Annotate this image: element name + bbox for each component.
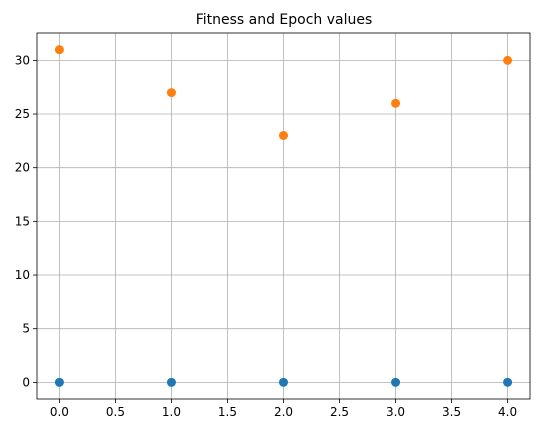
x-tick-label: 1.0 (162, 405, 181, 419)
x-tick-label: 3.0 (386, 405, 405, 419)
x-tick-label: 0.5 (106, 405, 125, 419)
x-tick-label: 2.0 (274, 405, 293, 419)
y-tick-label: 30 (15, 53, 30, 67)
y-tick-label: 10 (15, 268, 30, 282)
grid (37, 33, 530, 399)
x-tick-label: 4.0 (498, 405, 517, 419)
series-2-point (279, 131, 288, 140)
series-2-point (391, 99, 400, 108)
x-axis: 0.0 0.5 1.0 1.5 2.0 2.5 3.0 3.5 4.0 (50, 399, 517, 419)
y-tick-label: 25 (15, 107, 30, 121)
chart-title: Fitness and Epoch values (196, 12, 373, 28)
series-2-point (503, 56, 512, 65)
series-1-point (167, 378, 176, 387)
y-tick-label: 20 (15, 161, 30, 175)
x-tick-label: 1.5 (218, 405, 237, 419)
x-tick-label: 0.0 (50, 405, 69, 419)
y-tick-label: 0 (22, 375, 30, 389)
x-tick-label: 2.5 (330, 405, 349, 419)
y-tick-label: 5 (22, 322, 30, 336)
series-1-point (55, 378, 64, 387)
series-1-point (391, 378, 400, 387)
series-1-point (279, 378, 288, 387)
series-2-point (167, 88, 176, 97)
series-1-point (503, 378, 512, 387)
y-axis: 0 5 10 15 20 25 30 (15, 53, 37, 389)
series-2-point (55, 45, 64, 54)
y-tick-label: 15 (15, 214, 30, 228)
x-tick-label: 3.5 (442, 405, 461, 419)
